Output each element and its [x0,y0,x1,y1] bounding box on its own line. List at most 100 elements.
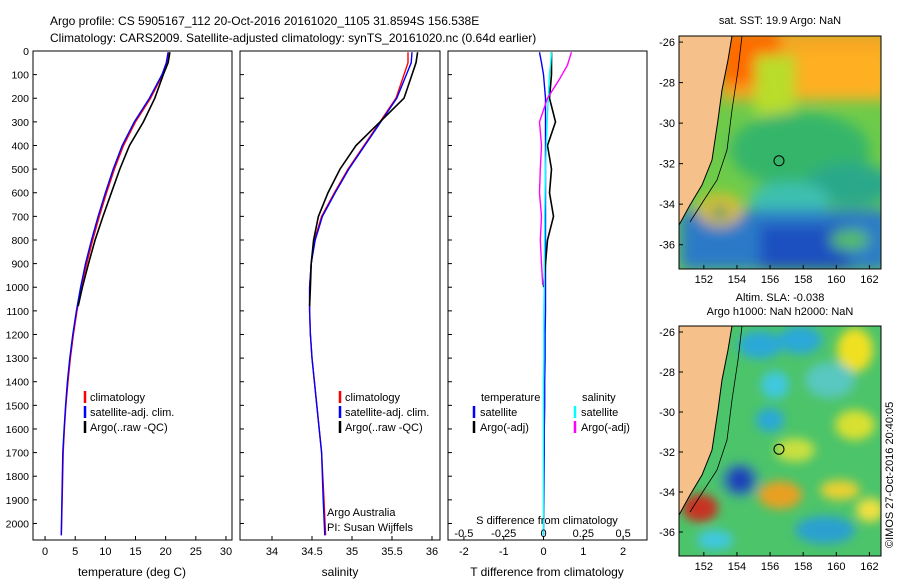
x-tick-label: 36 [426,546,438,558]
legend-label-satellite: satellite-adj. clim. [345,407,429,419]
lat-tick-label: -36 [659,527,675,539]
lon-tick-label: 156 [761,274,779,286]
depth-tick-label: 1700 [6,448,30,460]
legend-label-sal-argo: Argo(-adj) [581,422,630,434]
salinity-xlabel: salinity [322,565,359,579]
sst-map-frame [678,35,882,270]
depth-tick-label: 1500 [6,400,30,412]
lon-tick-label: 158 [794,561,812,573]
x-tick-label: 25 [190,546,202,558]
top-x-tick-label: -0.5 [454,528,473,540]
temperature-xlabel: temperature (deg C) [78,565,186,579]
x-tick-label: 30 [220,546,232,558]
series-line-climatology [60,52,170,536]
series-line-satellite-adj-clim- [60,52,169,536]
lat-tick-label: -30 [659,407,675,419]
annotation-argo-australia: Argo Australia [327,507,396,519]
lon-tick-label: 152 [695,274,713,286]
x-tick-label: 35.5 [381,546,402,558]
sla-map-axes: 152 154 156 158 160 162 -26 -28 -30 -32 -34 -36 [659,327,878,573]
lat-tick-label: -28 [659,78,675,90]
depth-tick-label: 0 [23,46,29,58]
depth-tick-label: 1100 [6,306,29,318]
argo-location-marker [773,155,785,167]
x-tick-label: 34 [266,546,278,558]
lat-tick-label: -34 [659,487,675,499]
series-line-salinity-satellite [542,52,553,536]
depth-tick-label: 800 [11,235,29,247]
x-tick-label: 20 [160,546,172,558]
temperature-legend: climatology satellite-adj. clim. Argo(..… [83,391,174,434]
lon-tick-label: 154 [728,274,746,286]
sla-map-title-line1: Altim. SLA: -0.038 [736,292,825,304]
lat-tick-label: -34 [659,199,675,211]
lat-tick-label: -32 [659,447,675,459]
lon-tick-label: 158 [794,274,812,286]
series-line-argo-raw-qc- [308,52,419,307]
lon-tick-label: 156 [761,561,779,573]
salinity-plot-frame [239,50,441,541]
sst-map-image [679,36,881,269]
depth-tick-label: 500 [11,164,29,176]
lon-tick-label: 154 [728,561,746,573]
annotation-pi: PI: Susan Wijffels [327,522,413,534]
series-line-argo-raw-qc- [77,52,171,307]
depth-tick-label: 700 [11,211,29,223]
x-tick-label: 1 [580,546,586,558]
depth-tick-label: 1000 [6,282,30,294]
difference-top-xlabel: S difference from climatology [476,515,618,527]
top-x-tick-label: -0.25 [491,528,516,540]
difference-legend: temperature salinity satellite Argo(-adj… [472,392,630,434]
x-tick-label: 2 [620,546,626,558]
x-tick-label: 35 [346,546,358,558]
x-tick-label: -2 [459,546,469,558]
legend-label-temp-argo: Argo(-adj) [480,422,529,434]
depth-tick-label: 1900 [6,495,30,507]
lon-tick-label: 160 [827,561,845,573]
lon-tick-label: 162 [860,561,878,573]
lon-tick-label: 160 [827,274,845,286]
difference-plot-frame [447,50,648,541]
imos-credit: ©IMOS 27-Oct-2016 20:40:05 [884,402,896,548]
header-line1: Argo profile: CS 5905167_112 20-Oct-2016… [50,14,479,28]
temperature-plot-frame [32,50,233,541]
depth-axis: 0 100 200 300 400 500 600 700 800 900 1000 1100 1200… [6,46,452,530]
argo-location-marker [773,443,785,455]
lat-tick-label: -28 [659,367,675,379]
top-x-tick-label: 0.25 [573,528,594,540]
series-line-satellite-adj-clim- [308,52,413,536]
series-line-climatology [308,52,409,536]
sst-map-title: sat. SST: 19.9 Argo: NaN [719,15,841,27]
legend-label-argo: Argo(..raw -QC) [345,422,423,434]
depth-tick-label: 100 [11,70,29,82]
x-tick-label: 34.5 [301,546,322,558]
series-line-salinity-argo-adj- [538,51,573,285]
depth-tick-label: 600 [11,188,29,200]
top-x-tick-label: 0.5 [615,528,630,540]
sla-map-frame [678,325,882,557]
legend-label-climatology: climatology [90,392,146,404]
depth-tick-label: 1300 [6,353,30,365]
depth-tick-label: 400 [11,140,29,152]
lat-tick-label: -26 [659,327,675,339]
x-tick-label: 0 [540,546,546,558]
difference-chart: -2 -1 0 1 2 -0.5 -0.25 0 0.25 0.5 [454,51,631,558]
x-tick-label: 10 [99,546,111,558]
depth-tick-label: 900 [11,259,29,271]
sst-map-axes: 152 154 156 158 160 162 -26 -28 -30 -32 -34 -36 [659,37,878,286]
salinity-legend: climatology satellite-adj. clim. Argo(..… [327,391,429,534]
depth-tick-label: 1400 [6,377,30,389]
legend-title-salinity: salinity [582,392,616,404]
x-tick-label: -1 [499,546,509,558]
salinity-chart: 34 34.5 35 35.5 36 [266,52,438,558]
legend-label-sal-satellite: satellite [581,407,618,419]
x-tick-label: 15 [129,546,141,558]
depth-tick-label: 1600 [6,424,30,436]
depth-tick-label: 1200 [6,329,30,341]
lat-tick-label: -30 [659,118,675,130]
x-tick-label: 0 [42,546,48,558]
series-line-temperature-argo-adj- [542,52,557,288]
legend-title-temperature: temperature [481,392,540,404]
lon-tick-label: 162 [860,274,878,286]
